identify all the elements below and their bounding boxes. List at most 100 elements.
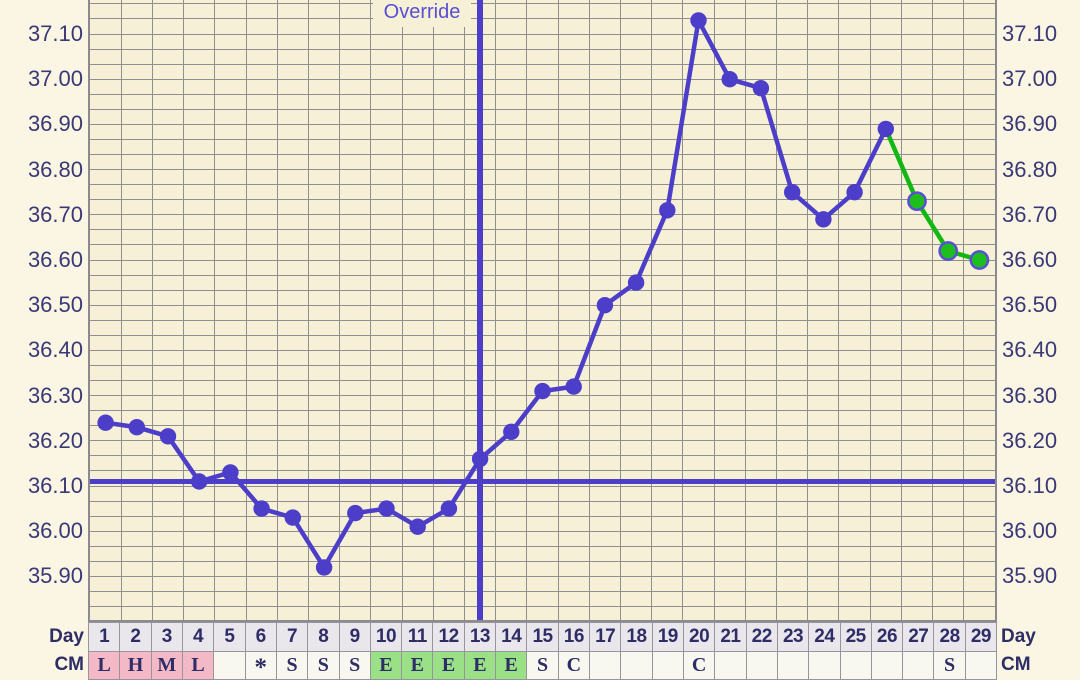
day-cell-3[interactable]: 3 bbox=[150, 622, 183, 652]
temp-dot-day-9[interactable] bbox=[347, 504, 364, 522]
cm-cell-28[interactable]: S bbox=[933, 651, 966, 680]
cm-cell-2[interactable]: H bbox=[119, 651, 152, 680]
cm-cell-6[interactable]: * bbox=[244, 651, 277, 680]
temp-dot-day-25[interactable] bbox=[846, 184, 863, 201]
day-cell-28[interactable]: 28 bbox=[933, 622, 966, 652]
gridline-horizontal bbox=[90, 380, 995, 382]
temp-dot-day-16[interactable] bbox=[565, 378, 582, 395]
cm-cell-26[interactable] bbox=[870, 651, 904, 680]
temp-dot-day-14[interactable] bbox=[503, 423, 520, 440]
day-cell-22[interactable]: 22 bbox=[745, 622, 778, 652]
day-cell-21[interactable]: 21 bbox=[714, 622, 747, 652]
cm-cell-10[interactable]: E bbox=[369, 651, 403, 680]
temp-dot-day-5[interactable] bbox=[222, 464, 239, 481]
day-cell-5[interactable]: 5 bbox=[213, 622, 246, 652]
gridline-horizontal bbox=[90, 18, 995, 20]
day-cell-1[interactable]: 1 bbox=[88, 622, 121, 652]
temp-dot-day-2[interactable] bbox=[128, 419, 145, 436]
cm-cell-3[interactable]: M bbox=[150, 651, 183, 680]
temp-dot-day-11[interactable] bbox=[409, 518, 426, 535]
day-cell-16[interactable]: 16 bbox=[557, 622, 590, 652]
cm-cell-29[interactable] bbox=[964, 651, 998, 680]
cm-cell-7[interactable]: S bbox=[275, 651, 309, 680]
day-cell-8[interactable]: 8 bbox=[307, 622, 340, 652]
day-cell-7[interactable]: 7 bbox=[275, 622, 309, 652]
temp-dot-day-24[interactable] bbox=[815, 211, 832, 228]
temp-dot-day-17[interactable] bbox=[596, 297, 614, 314]
gridline-horizontal bbox=[90, 3, 995, 5]
day-cell-20[interactable]: 20 bbox=[682, 622, 716, 652]
temp-dot-day-6[interactable] bbox=[253, 500, 270, 517]
cm-cell-22[interactable] bbox=[745, 651, 778, 680]
day-cell-26[interactable]: 26 bbox=[870, 622, 904, 652]
day-cell-14[interactable]: 14 bbox=[495, 622, 528, 652]
y-axis-tick-right: 36.50 bbox=[1002, 292, 1058, 318]
day-cell-11[interactable]: 11 bbox=[401, 622, 434, 652]
day-cell-29[interactable]: 29 bbox=[964, 622, 998, 652]
cm-cell-19[interactable] bbox=[651, 651, 684, 680]
cm-cell-17[interactable] bbox=[589, 651, 622, 680]
override-annotation: Override bbox=[373, 0, 471, 27]
day-cell-9[interactable]: 9 bbox=[338, 622, 371, 652]
cm-cell-20[interactable]: C bbox=[682, 651, 716, 680]
day-cell-15[interactable]: 15 bbox=[526, 622, 559, 652]
temp-dot-day-12[interactable] bbox=[440, 500, 458, 517]
day-cell-10[interactable]: 10 bbox=[369, 622, 403, 652]
day-cell-13[interactable]: 13 bbox=[463, 622, 497, 652]
y-axis-tick-left: 36.20 bbox=[27, 427, 83, 453]
cm-cell-5[interactable] bbox=[213, 651, 246, 680]
day-cell-27[interactable]: 27 bbox=[902, 622, 935, 652]
temp-dot-day-18[interactable] bbox=[627, 274, 645, 291]
day-cell-17[interactable]: 17 bbox=[589, 622, 622, 652]
temp-dot-day-10[interactable] bbox=[378, 500, 395, 517]
cm-cell-15[interactable]: S bbox=[526, 651, 559, 680]
cm-cell-25[interactable] bbox=[839, 651, 872, 680]
cm-cell-18[interactable] bbox=[620, 651, 653, 680]
day-cell-6[interactable]: 6 bbox=[244, 622, 277, 652]
cm-cell-14[interactable]: E bbox=[495, 651, 528, 680]
y-axis-tick-right: 36.00 bbox=[1002, 518, 1058, 544]
day-cell-25[interactable]: 25 bbox=[839, 622, 872, 652]
cm-cell-1[interactable]: L bbox=[88, 651, 121, 680]
cm-cell-16[interactable]: C bbox=[557, 651, 590, 680]
cm-cell-23[interactable] bbox=[776, 651, 810, 680]
day-cell-24[interactable]: 24 bbox=[808, 622, 841, 652]
day-cell-4[interactable]: 4 bbox=[181, 622, 215, 652]
cm-cell-27[interactable] bbox=[902, 651, 935, 680]
temp-dot-day-23[interactable] bbox=[784, 184, 801, 201]
temp-dot-day-21[interactable] bbox=[721, 71, 738, 88]
cm-cell-9[interactable]: S bbox=[338, 651, 371, 680]
temp-dot-day-13[interactable] bbox=[471, 450, 489, 468]
gridline-vertical bbox=[557, 0, 559, 620]
gridline-vertical bbox=[245, 0, 247, 620]
temp-dot-day-1[interactable] bbox=[97, 414, 114, 431]
temp-dot-day-8[interactable] bbox=[315, 559, 333, 576]
temp-dot-day-20[interactable] bbox=[690, 12, 707, 29]
gridline-vertical bbox=[807, 0, 809, 620]
cm-cell-11[interactable]: E bbox=[401, 651, 434, 680]
day-number-row: 1 2 3 4 5 6 7 8 9 10 11 12 13 14 15 16 17 18 19 20 21 22 23 24 2… bbox=[88, 622, 998, 652]
temp-dot-day-15[interactable] bbox=[534, 382, 551, 400]
temp-dot-day-28[interactable] bbox=[938, 241, 959, 261]
day-cell-2[interactable]: 2 bbox=[119, 622, 152, 652]
temp-dot-day-4[interactable] bbox=[191, 473, 208, 490]
gridline-horizontal bbox=[90, 93, 995, 95]
temp-dot-day-26[interactable] bbox=[877, 120, 894, 138]
temp-dot-day-22[interactable] bbox=[752, 80, 770, 97]
day-cell-23[interactable]: 23 bbox=[776, 622, 810, 652]
day-cell-18[interactable]: 18 bbox=[620, 622, 653, 652]
temp-dot-day-29[interactable] bbox=[969, 250, 990, 270]
cm-cell-12[interactable]: E bbox=[432, 651, 465, 680]
cm-cell-24[interactable] bbox=[808, 651, 841, 680]
day-cell-19[interactable]: 19 bbox=[651, 622, 684, 652]
temp-dot-day-27[interactable] bbox=[907, 191, 927, 212]
temp-dot-day-19[interactable] bbox=[659, 202, 676, 219]
cm-cell-21[interactable] bbox=[714, 651, 747, 680]
y-axis-tick-right: 36.30 bbox=[1002, 382, 1058, 408]
day-cell-12[interactable]: 12 bbox=[432, 622, 465, 652]
cm-cell-8[interactable]: S bbox=[307, 651, 340, 680]
cm-cell-4[interactable]: L bbox=[181, 651, 215, 680]
temp-dot-day-7[interactable] bbox=[284, 509, 301, 526]
cm-cell-13[interactable]: E bbox=[463, 651, 497, 680]
temp-dot-day-3[interactable] bbox=[159, 428, 177, 445]
